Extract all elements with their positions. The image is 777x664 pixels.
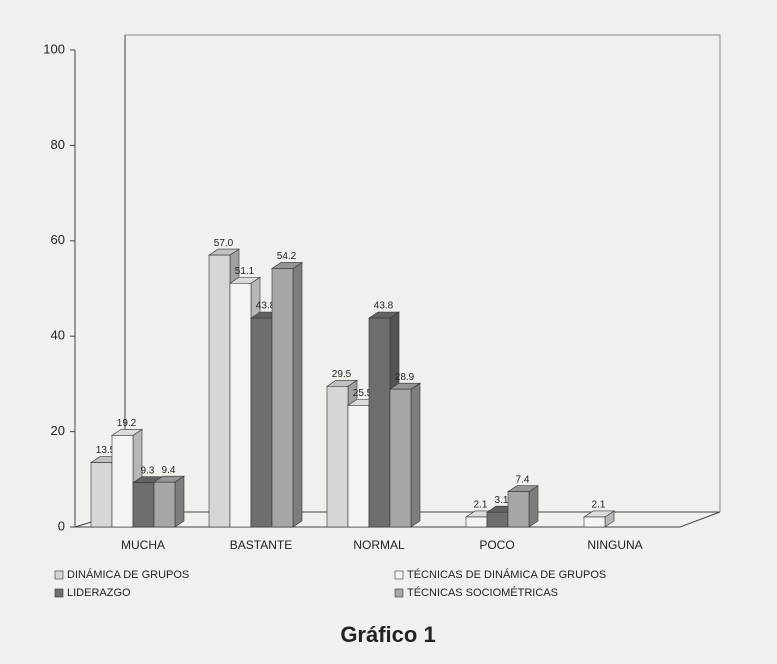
value-label: 51.1 (235, 266, 255, 277)
legend-swatch (394, 588, 404, 598)
y-tick-label: 20 (51, 423, 65, 438)
bar-side (174, 475, 185, 528)
value-label: 3.1 (495, 495, 509, 506)
legend-swatch (54, 588, 64, 598)
value-label: 43.8 (256, 301, 276, 312)
x-tick-label: POCO (479, 538, 514, 552)
bar (271, 268, 294, 528)
legend-swatch (394, 570, 404, 580)
bar-side (292, 261, 303, 528)
x-tick-label: NINGUNA (587, 538, 642, 552)
legend-label: TÉCNICAS SOCIOMÉTRICAS (407, 586, 558, 599)
back-wall (125, 34, 721, 512)
value-label: 19.2 (117, 418, 137, 429)
legend-swatch (54, 570, 64, 580)
y-tick-label: 60 (51, 232, 65, 247)
bar (347, 405, 370, 528)
y-tick-label: 80 (51, 137, 65, 152)
value-label: 13.5 (96, 445, 116, 456)
bar (368, 317, 391, 528)
bar (208, 254, 231, 528)
y-tick-label: 40 (51, 328, 65, 343)
bar (153, 481, 176, 528)
value-label: 2.1 (474, 500, 488, 511)
bar (90, 462, 113, 528)
x-tick-label: BASTANTE (230, 538, 292, 552)
legend-label: LIDERAZGO (67, 587, 131, 599)
value-label: 7.4 (516, 474, 530, 485)
y-tick-label: 100 (43, 41, 65, 56)
bar (486, 511, 509, 528)
value-label: 28.9 (395, 372, 415, 383)
bar-side (528, 485, 539, 528)
bar (111, 435, 134, 528)
bar (465, 516, 488, 528)
value-label: 2.1 (592, 500, 606, 511)
value-label: 57.0 (214, 238, 234, 249)
bar (229, 282, 252, 528)
value-label: 43.8 (374, 301, 394, 312)
bar-side (410, 382, 421, 528)
legend-label: TÉCNICAS DE DINÁMICA DE GRUPOS (407, 568, 606, 581)
bar (389, 388, 412, 528)
value-label: 9.3 (141, 465, 155, 476)
value-label: 54.2 (277, 251, 297, 262)
value-label: 25.5 (353, 388, 373, 399)
x-tick-label: MUCHA (121, 538, 165, 552)
bar (507, 491, 530, 528)
value-label: 29.5 (332, 369, 352, 380)
bar (583, 516, 606, 528)
bar (326, 385, 349, 528)
value-label: 9.4 (162, 465, 176, 476)
y-tick-label: 0 (58, 518, 65, 533)
bar (132, 482, 155, 528)
x-tick-label: NORMAL (353, 538, 405, 552)
caption: Gráfico 1 (340, 622, 435, 647)
bar (250, 317, 273, 528)
legend-label: DINÁMICA DE GRUPOS (67, 568, 189, 581)
